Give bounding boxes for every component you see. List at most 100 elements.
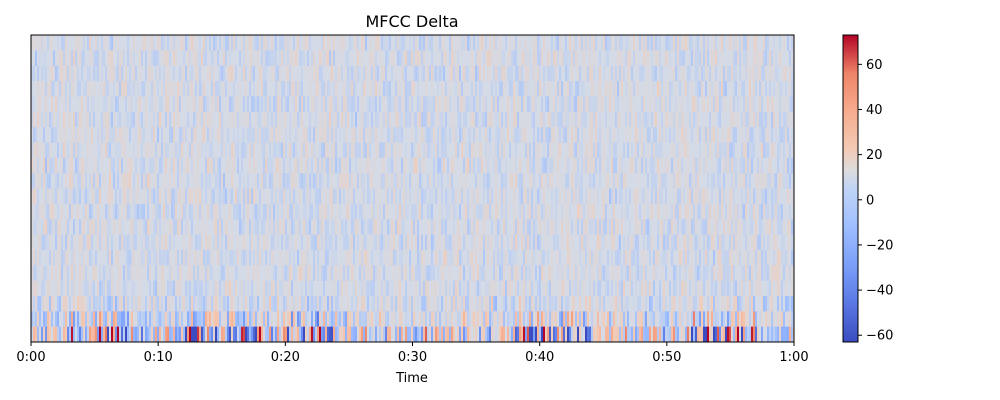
heatmap-cell xyxy=(309,127,311,143)
heatmap-cell xyxy=(497,142,499,159)
heatmap-cell xyxy=(769,173,771,189)
heatmap-cell xyxy=(119,50,121,66)
heatmap-cell xyxy=(131,280,133,297)
heatmap-cell xyxy=(229,203,231,220)
heatmap-cell xyxy=(451,65,453,82)
heatmap-cell xyxy=(205,249,207,266)
heatmap-cell xyxy=(497,234,499,251)
heatmap-cell xyxy=(79,127,81,143)
heatmap-cell xyxy=(387,50,389,66)
heatmap-cell xyxy=(401,65,403,82)
heatmap-cell xyxy=(715,35,717,51)
heatmap-cell xyxy=(787,265,789,281)
heatmap-cell xyxy=(107,142,109,159)
heatmap-cell xyxy=(451,188,453,205)
heatmap-cell xyxy=(455,203,457,220)
heatmap-cell xyxy=(349,142,351,159)
heatmap-cell xyxy=(687,65,689,82)
heatmap-cell xyxy=(191,81,193,97)
heatmap-cell xyxy=(327,249,329,266)
heatmap-cell xyxy=(183,65,185,82)
heatmap-cell xyxy=(645,111,647,128)
heatmap-cell xyxy=(671,157,673,174)
heatmap-cell xyxy=(197,295,199,312)
heatmap-cell xyxy=(237,188,239,205)
heatmap-cell xyxy=(209,111,211,128)
heatmap-cell xyxy=(529,295,531,312)
heatmap-cell xyxy=(527,203,529,220)
heatmap-cell xyxy=(595,157,597,174)
heatmap-cell xyxy=(37,203,39,220)
heatmap-cell xyxy=(711,280,713,297)
heatmap-cell xyxy=(399,111,401,128)
heatmap-cell xyxy=(91,127,93,143)
heatmap-cell xyxy=(205,111,207,128)
heatmap-cell xyxy=(567,173,569,189)
heatmap-cell xyxy=(561,295,563,312)
heatmap-cell xyxy=(733,127,735,143)
heatmap-cell xyxy=(333,311,335,327)
heatmap-cell xyxy=(747,111,749,128)
heatmap-cell xyxy=(751,203,753,220)
heatmap-cell xyxy=(535,96,537,113)
heatmap-cell xyxy=(613,188,615,205)
heatmap-cell xyxy=(271,234,273,251)
heatmap-cell xyxy=(329,50,331,66)
heatmap-cell xyxy=(339,219,341,235)
heatmap-cell xyxy=(411,81,413,97)
heatmap-cell xyxy=(387,219,389,235)
heatmap-cell xyxy=(261,219,263,235)
heatmap-cell xyxy=(129,157,131,174)
heatmap-cell xyxy=(471,157,473,174)
heatmap-cell xyxy=(377,219,379,235)
heatmap-cell xyxy=(519,219,521,235)
heatmap-cell xyxy=(739,173,741,189)
heatmap-cell xyxy=(359,65,361,82)
heatmap-cell xyxy=(603,35,605,51)
heatmap-cell xyxy=(485,280,487,297)
heatmap-cell xyxy=(137,142,139,159)
heatmap-cell xyxy=(349,35,351,51)
heatmap-cell xyxy=(435,142,437,159)
heatmap-cell xyxy=(651,173,653,189)
heatmap-cell xyxy=(215,280,217,297)
heatmap-cell xyxy=(35,157,37,174)
heatmap-cell xyxy=(79,295,81,312)
heatmap-cell xyxy=(589,203,591,220)
heatmap-cell xyxy=(191,35,193,51)
heatmap-cell xyxy=(679,280,681,297)
heatmap-cell xyxy=(791,234,793,251)
heatmap-cell xyxy=(539,173,541,189)
heatmap-cell xyxy=(769,234,771,251)
heatmap-cell xyxy=(265,249,267,266)
heatmap-cell xyxy=(691,96,693,113)
heatmap-cell xyxy=(347,311,349,327)
heatmap-cell xyxy=(299,265,301,281)
heatmap-cell xyxy=(251,219,253,235)
heatmap-cell xyxy=(43,142,45,159)
heatmap-cell xyxy=(61,50,63,66)
heatmap-cell xyxy=(63,35,65,51)
heatmap-cell xyxy=(105,295,107,312)
heatmap-cell xyxy=(331,311,333,327)
heatmap-cell xyxy=(459,280,461,297)
heatmap-cell xyxy=(165,295,167,312)
heatmap-cell xyxy=(331,157,333,174)
heatmap-cell xyxy=(547,157,549,174)
heatmap-cell xyxy=(445,280,447,297)
heatmap-cell xyxy=(759,203,761,220)
heatmap-cell xyxy=(647,173,649,189)
heatmap-cell xyxy=(735,157,737,174)
heatmap-cell xyxy=(627,142,629,159)
heatmap-cell xyxy=(353,35,355,51)
heatmap-cell xyxy=(485,234,487,251)
heatmap-cell xyxy=(195,173,197,189)
heatmap-cell xyxy=(355,219,357,235)
heatmap-cell xyxy=(537,203,539,220)
heatmap-cell xyxy=(763,127,765,143)
heatmap-cell xyxy=(349,81,351,97)
heatmap-cell xyxy=(357,173,359,189)
heatmap-cell xyxy=(93,50,95,66)
heatmap-cell xyxy=(549,65,551,82)
heatmap-cell xyxy=(335,127,337,143)
